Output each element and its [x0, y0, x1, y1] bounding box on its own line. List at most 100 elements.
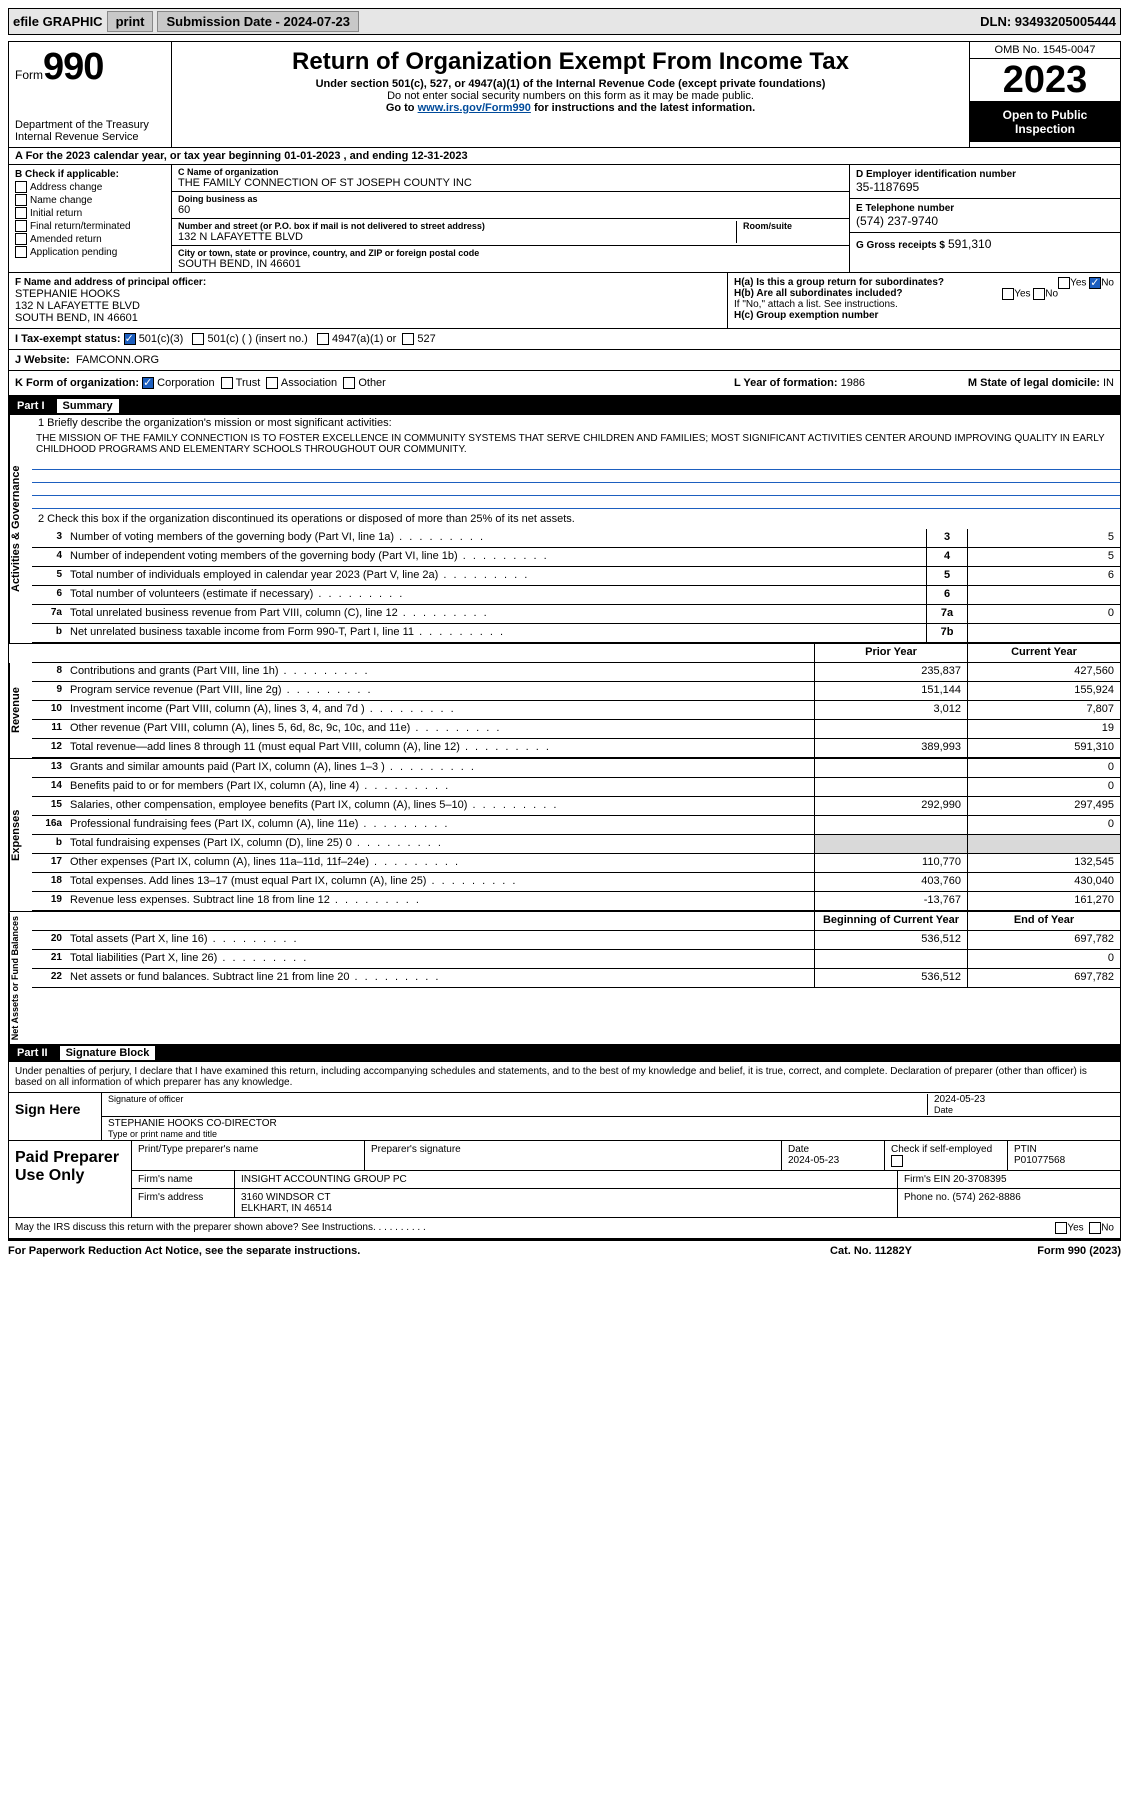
part2-header: Part II Signature Block — [9, 1044, 1120, 1062]
open-public-badge: Open to Public Inspection — [970, 102, 1120, 142]
summary-row: 9Program service revenue (Part VIII, lin… — [32, 682, 1120, 701]
chk-501c3[interactable] — [124, 333, 136, 345]
chk-association[interactable] — [266, 377, 278, 389]
summary-row: 20Total assets (Part X, line 16)536,5126… — [32, 931, 1120, 950]
summary-row: 18Total expenses. Add lines 13–17 (must … — [32, 873, 1120, 892]
revenue-section: Revenue 8Contributions and grants (Part … — [9, 663, 1120, 758]
part1-header: Part I Summary — [9, 397, 1120, 415]
form-header: Form990 Department of the Treasury Inter… — [9, 42, 1120, 148]
chk-name-change[interactable] — [15, 194, 27, 206]
part2-title: Signature Block — [60, 1046, 156, 1060]
j-label: J Website: — [15, 354, 70, 366]
firm-addr2: ELKHART, IN 46514 — [241, 1203, 891, 1214]
ha-label: H(a) Is this a group return for subordin… — [734, 277, 944, 288]
summary-row: bNet unrelated business taxable income f… — [32, 624, 1120, 643]
room-label: Room/suite — [743, 221, 843, 231]
org-name-label: C Name of organization — [178, 167, 843, 177]
firm-name: INSIGHT ACCOUNTING GROUP PC — [235, 1171, 898, 1188]
summary-row: 3Number of voting members of the governi… — [32, 529, 1120, 548]
revexp-header-row: b Prior Year Current Year — [9, 643, 1120, 663]
m-value: IN — [1103, 377, 1114, 389]
phone-value: (574) 237-9740 — [856, 214, 1114, 228]
firm-addr1: 3160 WINDSOR CT — [241, 1192, 891, 1203]
sig-officer-label: Signature of officer — [108, 1094, 927, 1104]
discuss-row: May the IRS discuss this return with the… — [9, 1218, 1120, 1240]
summary-row: 16aProfessional fundraising fees (Part I… — [32, 816, 1120, 835]
street-value: 132 N LAFAYETTE BLVD — [178, 231, 730, 243]
line1-label: 1 Briefly describe the organization's mi… — [32, 415, 1120, 431]
summary-row: 22Net assets or fund balances. Subtract … — [32, 969, 1120, 988]
chk-corporation[interactable] — [142, 377, 154, 389]
k-label: K Form of organization: — [15, 377, 139, 389]
chk-527[interactable] — [402, 333, 414, 345]
summary-row: 4Number of independent voting members of… — [32, 548, 1120, 567]
discuss-text: May the IRS discuss this return with the… — [15, 1222, 376, 1233]
ptin-value: P01077568 — [1014, 1155, 1114, 1166]
expenses-section: Expenses 13Grants and similar amounts pa… — [9, 758, 1120, 911]
chk-self-employed[interactable] — [891, 1155, 903, 1167]
chk-trust[interactable] — [221, 377, 233, 389]
hb-yes-chk[interactable] — [1002, 288, 1014, 300]
gross-value: 591,310 — [948, 237, 991, 251]
discuss-yes-chk[interactable] — [1055, 1222, 1067, 1234]
dln-label: DLN: 93493205005444 — [980, 14, 1116, 29]
expenses-sidelabel: Expenses — [9, 759, 32, 911]
gross-label: G Gross receipts $ — [856, 240, 945, 251]
declaration-text: Under penalties of perjury, I declare th… — [9, 1062, 1120, 1092]
chk-amended-return[interactable] — [15, 233, 27, 245]
chk-application-pending[interactable] — [15, 246, 27, 258]
l-value: 1986 — [841, 377, 865, 389]
prior-year-header: Prior Year — [814, 644, 967, 662]
efile-label: efile GRAPHIC — [13, 14, 103, 29]
part1-label: Part I — [17, 400, 45, 412]
phone-label: E Telephone number — [856, 203, 1114, 214]
top-bar: efile GRAPHIC print Submission Date - 20… — [8, 8, 1121, 35]
section-b-label: B Check if applicable: — [15, 169, 165, 180]
ein-label: D Employer identification number — [856, 169, 1114, 180]
row-klm: K Form of organization: Corporation Trus… — [9, 371, 1120, 397]
hc-label: H(c) Group exemption number — [734, 310, 878, 321]
m-label: M State of legal domicile: — [968, 377, 1100, 389]
l-label: L Year of formation: — [734, 377, 838, 389]
i-label: I Tax-exempt status: — [15, 333, 121, 345]
ha-no-chk[interactable] — [1089, 277, 1101, 289]
hb-note: If "No," attach a list. See instructions… — [734, 299, 1114, 310]
cat-no: Cat. No. 11282Y — [771, 1245, 971, 1257]
paperwork-notice: For Paperwork Reduction Act Notice, see … — [8, 1245, 771, 1257]
summary-row: 15Salaries, other compensation, employee… — [32, 797, 1120, 816]
city-value: SOUTH BEND, IN 46601 — [178, 258, 843, 270]
summary-row: 12Total revenue—add lines 8 through 11 (… — [32, 739, 1120, 758]
chk-4947[interactable] — [317, 333, 329, 345]
chk-final-return[interactable] — [15, 220, 27, 232]
hb-no-chk[interactable] — [1033, 288, 1045, 300]
chk-other[interactable] — [343, 377, 355, 389]
part1-title: Summary — [57, 399, 119, 413]
summary-row: 5Total number of individuals employed in… — [32, 567, 1120, 586]
governance-section: Activities & Governance 1 Briefly descri… — [9, 415, 1120, 643]
summary-row: 13Grants and similar amounts paid (Part … — [32, 759, 1120, 778]
summary-row: bTotal fundraising expenses (Part IX, co… — [32, 835, 1120, 854]
dept-irs: Internal Revenue Service — [15, 131, 165, 143]
irs-link[interactable]: www.irs.gov/Form990 — [418, 102, 531, 114]
address-grid: B Check if applicable: Address change Na… — [9, 165, 1120, 273]
omb-number: OMB No. 1545-0047 — [970, 42, 1120, 59]
officer-addr1: 132 N LAFAYETTE BLVD — [15, 300, 721, 312]
row-i: I Tax-exempt status: 501(c)(3) 501(c) ( … — [9, 329, 1120, 350]
summary-row: 10Investment income (Part VIII, column (… — [32, 701, 1120, 720]
row-j: J Website: FAMCONN.ORG — [9, 350, 1120, 371]
chk-address-change[interactable] — [15, 181, 27, 193]
ha-yes-chk[interactable] — [1058, 277, 1070, 289]
form-title: Return of Organization Exempt From Incom… — [178, 48, 963, 76]
summary-row: 17Other expenses (Part IX, column (A), l… — [32, 854, 1120, 873]
print-button[interactable]: print — [107, 11, 154, 32]
org-name: THE FAMILY CONNECTION OF ST JOSEPH COUNT… — [178, 177, 843, 189]
blueline — [32, 483, 1120, 496]
chk-initial-return[interactable] — [15, 207, 27, 219]
period-row: A For the 2023 calendar year, or tax yea… — [9, 148, 1120, 165]
chk-501c[interactable] — [192, 333, 204, 345]
subtitle-1: Under section 501(c), 527, or 4947(a)(1)… — [178, 78, 963, 90]
form-container: Form990 Department of the Treasury Inter… — [8, 41, 1121, 1241]
blueline — [32, 496, 1120, 509]
discuss-no-chk[interactable] — [1089, 1222, 1101, 1234]
subtitle-2: Do not enter social security numbers on … — [178, 90, 963, 102]
